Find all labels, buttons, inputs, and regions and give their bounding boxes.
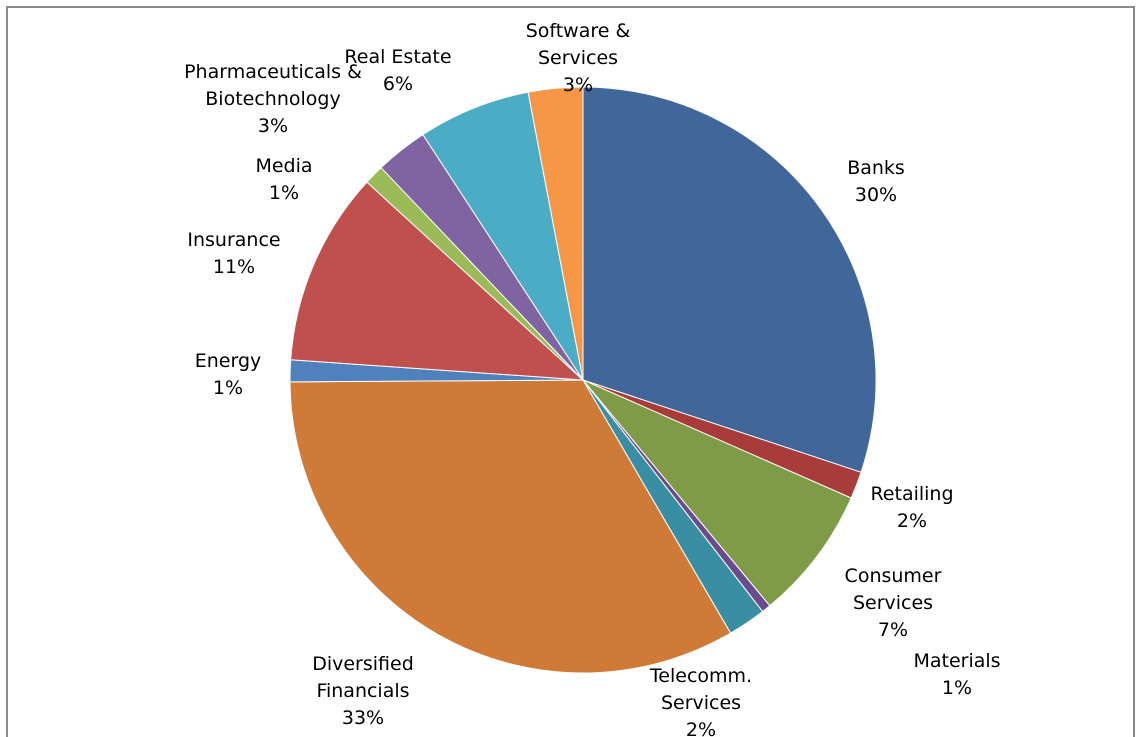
pie-slice-real-estate: [422, 91, 584, 381]
slice-name-line: Financials: [316, 680, 409, 702]
slice-name-line: Services: [538, 47, 618, 69]
slice-percent-label: 1%: [269, 182, 299, 204]
slice-percent-label: 3%: [563, 74, 593, 96]
slice-percent-label: 33%: [342, 707, 384, 729]
slice-name-line: Services: [853, 592, 933, 614]
slice-percent-label: 3%: [258, 115, 288, 137]
slice-name-line: Materials: [913, 650, 1000, 672]
slice-percent-label: 1%: [213, 377, 243, 399]
slice-percent-label: 7%: [878, 619, 908, 641]
pie-slice-software-services: [527, 86, 584, 381]
slice-percent-label: 2%: [686, 719, 716, 737]
pie-slice-diversified-financials: [289, 379, 732, 674]
slice-name-line: Energy: [195, 350, 262, 372]
slice-label-banks: Banks 30%: [847, 157, 905, 206]
slice-percent-label: 6%: [383, 73, 413, 95]
slice-name-line: Services: [661, 692, 741, 714]
slice-labels: Banks 30% Retailing 2% Consumer Services 7%Mat…: [184, 20, 1000, 737]
slice-name-line: Telecomm.: [649, 665, 752, 687]
slice-label-energy: Energy 1%: [195, 350, 262, 399]
slice-label-diversified-financials: Diversified Financials 33%: [312, 653, 414, 729]
slice-label-insurance: Insurance 11%: [187, 229, 280, 278]
slice-label-pharmaceuticals-biotechnology: Pharmaceuticals & Biotechnology 3%: [184, 61, 362, 137]
slice-name-line: Media: [255, 155, 312, 177]
pie-slices: [289, 86, 877, 674]
slice-name-line: Consumer: [845, 565, 942, 587]
pie-slice-insurance: [290, 181, 585, 381]
slice-label-real-estate: Real Estate 6%: [344, 46, 451, 95]
slice-label-software-services: Software & Services 3%: [526, 20, 631, 96]
pie-slice-banks: [582, 86, 877, 473]
slice-name-line: Retailing: [870, 483, 953, 505]
slice-label-media: Media 1%: [255, 155, 312, 204]
slice-label-materials: Materials 1%: [913, 650, 1000, 699]
slice-label-consumer-services: Consumer Services 7%: [845, 565, 942, 641]
slice-percent-label: 30%: [855, 184, 897, 206]
slice-name-line: Software &: [526, 20, 631, 42]
slice-percent-label: 1%: [942, 677, 972, 699]
pie-slice-consumer-services: [582, 379, 852, 607]
slice-name-line: Biotechnology: [205, 88, 340, 110]
slice-percent-label: 11%: [213, 256, 255, 278]
slice-label-telecomm-services: Telecomm. Services 2%: [649, 665, 752, 737]
slice-name-line: Real Estate: [344, 46, 451, 68]
slice-name-line: Diversified: [312, 653, 414, 675]
slice-name-line: Banks: [847, 157, 905, 179]
slice-name-line: Pharmaceuticals &: [184, 61, 362, 83]
slice-label-retailing: Retailing 2%: [870, 483, 953, 532]
slice-percent-label: 2%: [897, 510, 927, 532]
slice-name-line: Insurance: [187, 229, 280, 251]
